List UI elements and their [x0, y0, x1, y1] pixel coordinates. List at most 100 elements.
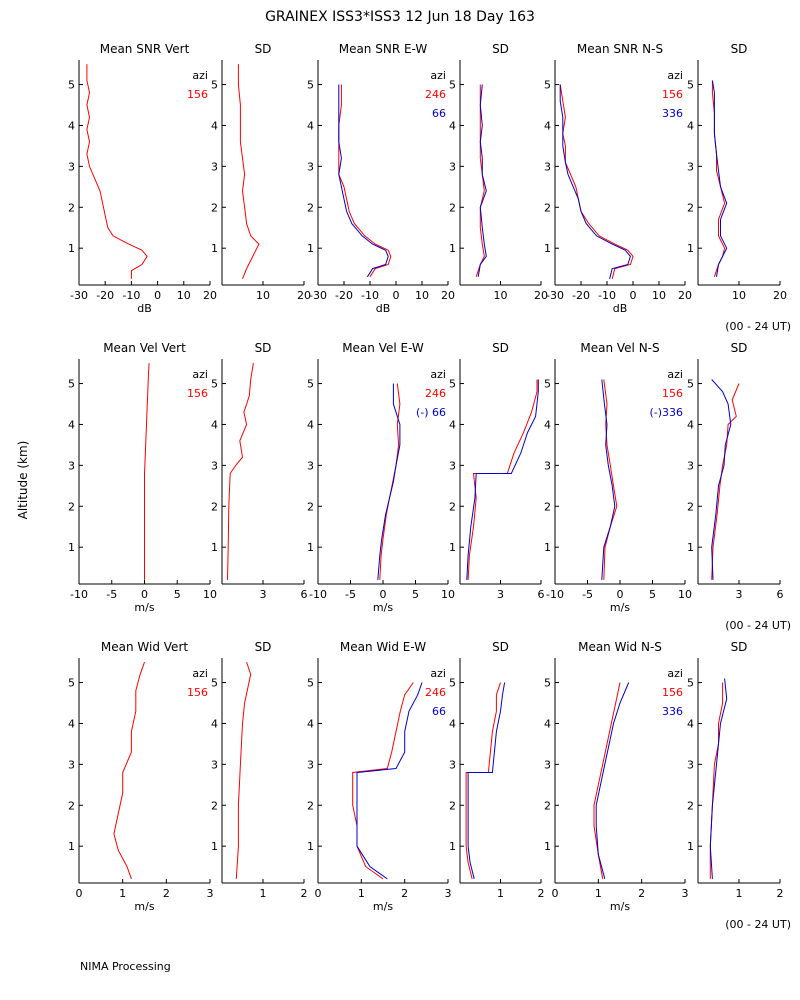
y-tick-label: 1	[307, 541, 314, 554]
y-tick-label: 2	[307, 500, 314, 513]
x-axis-unit: m/s	[373, 601, 393, 614]
x-tick-label: -20	[96, 289, 114, 302]
legend-entry: azi	[192, 368, 208, 381]
y-tick-label: 4	[307, 418, 314, 431]
y-tick-label: 1	[687, 242, 694, 255]
x-tick-label: 0	[552, 887, 559, 900]
x-tick-label: -10	[122, 289, 140, 302]
y-tick-label: 5	[68, 677, 75, 690]
x-tick-label: 2	[538, 887, 545, 900]
legend-entry: 156	[662, 88, 683, 101]
series-line-156-0	[593, 682, 621, 879]
y-tick-label: 1	[687, 840, 694, 853]
panel-r1-c5: SD 1 2 3 4 5 3 6	[687, 341, 784, 601]
series-line-156-0	[603, 379, 618, 580]
series-line-156-0	[235, 661, 252, 879]
x-tick-label: -10	[309, 588, 327, 601]
legend-entry: azi	[192, 667, 208, 680]
y-tick-label: 3	[449, 459, 456, 472]
y-tick-label: 1	[307, 242, 314, 255]
series-line-156-0	[113, 661, 145, 880]
panel-title: SD	[492, 341, 509, 355]
legend-entry: 246	[425, 686, 446, 699]
x-tick-label: 6	[538, 588, 545, 601]
x-tick-label: 6	[301, 588, 308, 601]
series-line-156-0	[144, 363, 150, 580]
x-tick-label: -20	[335, 289, 353, 302]
footer-note: NIMA Processing	[80, 960, 171, 973]
panel-title: SD	[731, 341, 748, 355]
y-tick-label: 1	[449, 242, 456, 255]
panel-r1-c2: Mean Vel E-W 1 2 3 4 5 -10 -5 0 5 10 m/s azi 246 (-) 6…	[307, 341, 455, 614]
y-tick-label: 4	[211, 119, 218, 132]
panel-title: Mean Wid E-W	[340, 640, 426, 654]
y-tick-label: 2	[211, 799, 218, 812]
x-tick-label: 0	[141, 588, 148, 601]
x-axis-unit: m/s	[610, 601, 630, 614]
legend-entry: 246	[425, 88, 446, 101]
panel-title: Mean SNR E-W	[339, 42, 428, 56]
x-tick-label: 2	[163, 887, 170, 900]
page-title: GRAINEX ISS3*ISS3 12 Jun 18 Day 163	[265, 9, 535, 25]
panel-title: SD	[731, 42, 748, 56]
y-tick-label: 1	[211, 541, 218, 554]
x-tick-label: 6	[777, 588, 784, 601]
y-tick-label: 4	[68, 119, 75, 132]
legend-entry: azi	[192, 69, 208, 82]
y-tick-label: 3	[449, 758, 456, 771]
x-axis-unit: m/s	[610, 900, 630, 913]
legend-entry: 156	[662, 686, 683, 699]
series-line-66-1	[477, 84, 487, 277]
panel-title: Mean Vel N-S	[580, 341, 659, 355]
x-tick-label: -20	[572, 289, 590, 302]
y-tick-label: 2	[544, 500, 551, 513]
panel-title: Mean SNR Vert	[100, 42, 190, 56]
y-tick-label: 3	[211, 160, 218, 173]
panel-title: Mean SNR N-S	[577, 42, 663, 56]
y-tick-label: 1	[687, 541, 694, 554]
y-tick-label: 2	[307, 201, 314, 214]
panel-r2-c5: SD 1 2 3 4 5 1 2	[687, 640, 784, 900]
panel-title: SD	[255, 42, 272, 56]
legend-entry: 66	[432, 705, 446, 718]
y-tick-label: 3	[307, 758, 314, 771]
y-tick-label: 4	[211, 418, 218, 431]
x-axis-unit: dB	[376, 302, 391, 315]
y-tick-label: 4	[68, 418, 75, 431]
x-tick-label: 20	[534, 289, 548, 302]
panel-r1-c4: Mean Vel N-S 1 2 3 4 5 -10 -5 0 5 10 m/s azi 156 (-)33…	[544, 341, 692, 614]
y-tick-label: 4	[307, 119, 314, 132]
x-tick-label: 2	[301, 887, 308, 900]
y-tick-label: 2	[307, 799, 314, 812]
series-line-336-1	[709, 678, 728, 879]
x-tick-label: 20	[297, 289, 311, 302]
x-tick-label: 20	[678, 289, 692, 302]
panel-r0-c1: SD 1 2 3 4 5 10 20	[211, 42, 311, 302]
time-range-note: (00 - 24 UT)	[725, 918, 791, 931]
x-tick-label: 10	[203, 588, 217, 601]
legend-entry: azi	[430, 69, 446, 82]
x-tick-label: 3	[207, 887, 214, 900]
x-tick-label: 1	[358, 887, 365, 900]
y-axis-label: Altitude (km)	[16, 441, 30, 520]
y-tick-label: 5	[687, 378, 694, 391]
y-tick-label: 1	[211, 242, 218, 255]
x-tick-label: -30	[546, 289, 564, 302]
panel-r2-c2: Mean Wid E-W 1 2 3 4 5 0 1 2 3 m/s azi 246 66	[307, 640, 452, 913]
y-tick-label: 1	[449, 541, 456, 554]
legend-entry: 156	[662, 387, 683, 400]
y-tick-label: 2	[544, 201, 551, 214]
panel-title: Mean Wid Vert	[101, 640, 188, 654]
series-line-336-1	[559, 84, 631, 280]
y-tick-label: 1	[211, 840, 218, 853]
series-line-336-1	[595, 682, 630, 880]
series-line-66-1	[377, 383, 401, 580]
panel-title: Mean Vel E-W	[342, 341, 424, 355]
legend-entry: 156	[187, 88, 208, 101]
y-tick-label: 5	[449, 677, 456, 690]
x-tick-label: 20	[441, 289, 455, 302]
x-tick-label: 0	[380, 588, 387, 601]
x-tick-label: 0	[393, 289, 400, 302]
